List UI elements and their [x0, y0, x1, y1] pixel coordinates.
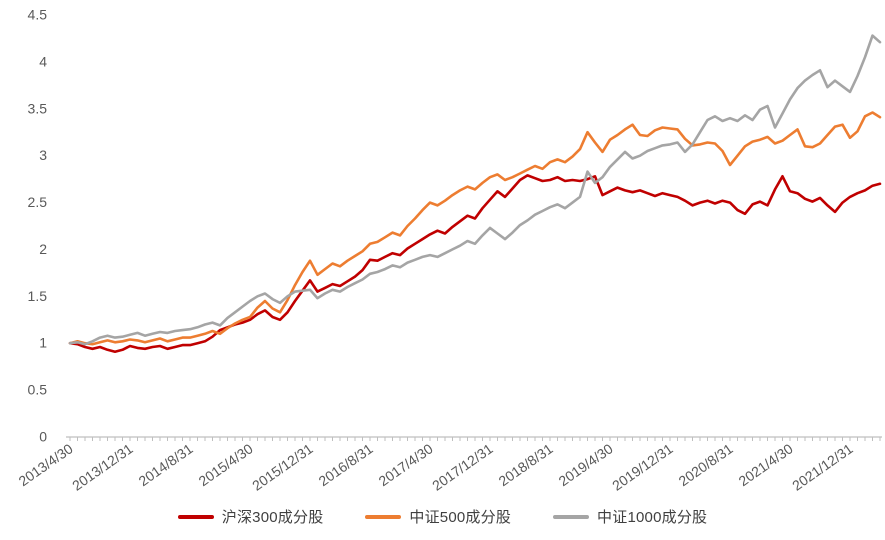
- legend-item-1: 沪深300成分股: [177, 506, 324, 527]
- legend-line-swatch-icon: [365, 514, 402, 519]
- x-axis-label: 2015/12/31: [249, 440, 316, 493]
- x-axis-label: 2015/4/30: [196, 440, 256, 489]
- y-axis-label: 1.5: [28, 288, 48, 304]
- y-axis-label: 2: [39, 241, 47, 257]
- legend-item-3: 中证1000成分股: [553, 506, 707, 527]
- x-axis-label: 2019/12/31: [609, 440, 676, 493]
- series-line-3: [68, 34, 882, 346]
- legend-label: 中证1000成分股: [597, 509, 708, 526]
- legend-label: 中证500成分股: [409, 509, 512, 526]
- x-axis-label: 2021/4/30: [736, 440, 796, 489]
- x-axis-label: 2021/12/31: [789, 440, 856, 493]
- y-axis-label: 4: [39, 53, 47, 69]
- series-line-1: [68, 174, 882, 354]
- y-axis-label: 3: [39, 147, 47, 163]
- legend-item-2: 中证500成分股: [365, 506, 511, 527]
- series-line-2: [68, 111, 882, 346]
- y-axis-label: 0: [39, 429, 47, 445]
- y-axis-label: 3.5: [28, 100, 48, 116]
- x-axis-label: 2018/8/31: [496, 440, 556, 489]
- y-axis-label: 2.5: [28, 194, 48, 210]
- x-axis-label: 2020/8/31: [676, 440, 736, 489]
- y-axis-label: 4.5: [28, 7, 48, 23]
- x-axis-label: 2017/4/30: [376, 440, 436, 489]
- y-axis-label: 0.5: [28, 382, 48, 398]
- x-axis-label: 2013/4/30: [16, 440, 76, 489]
- chart-legend: 沪深300成分股 中证500成分股 中证1000成分股: [0, 506, 885, 527]
- x-axis-label: 2019/4/30: [556, 440, 616, 489]
- legend-line-swatch-icon: [553, 514, 590, 519]
- x-axis-label: 2017/12/31: [429, 440, 496, 493]
- legend-label: 沪深300成分股: [221, 509, 324, 526]
- x-axis-label: 2016/8/31: [316, 440, 376, 489]
- legend-line-swatch-icon: [177, 514, 214, 519]
- x-axis-label: 2013/12/31: [69, 440, 136, 493]
- x-axis-label: 2014/8/31: [136, 440, 196, 489]
- y-axis-label: 1: [39, 335, 47, 351]
